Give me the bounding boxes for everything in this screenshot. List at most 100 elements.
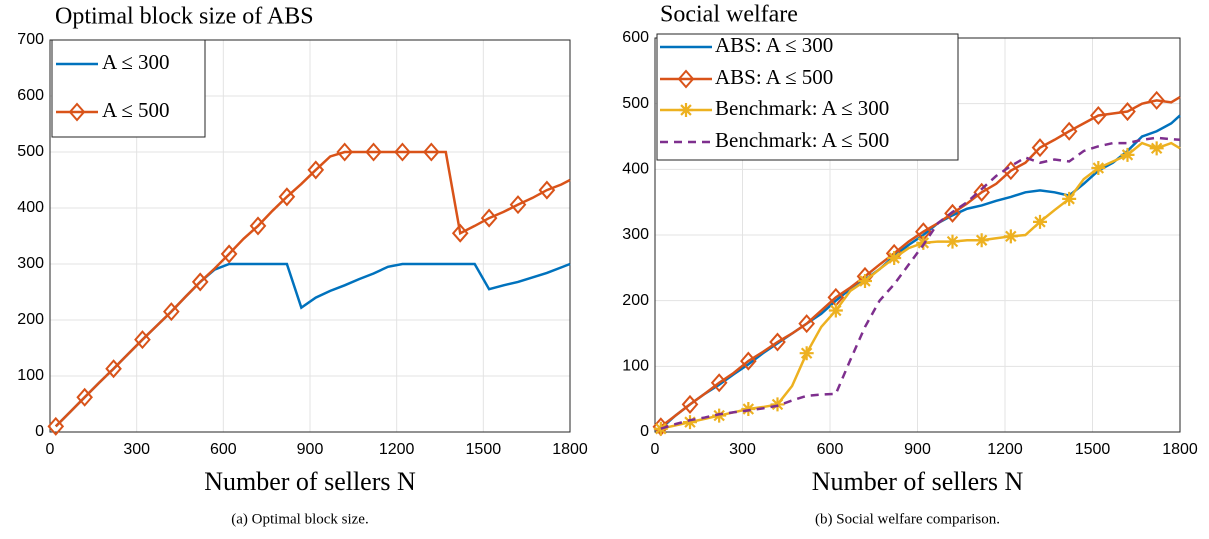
legend-label: ABS: A ≤ 300: [715, 33, 833, 57]
marker: [945, 234, 960, 249]
marker: [740, 351, 757, 371]
marker: [480, 208, 498, 228]
marker: [163, 302, 180, 322]
marker: [1090, 105, 1107, 126]
marker: [538, 180, 556, 200]
x-tick-label: 0: [46, 441, 55, 458]
marker: [710, 373, 728, 393]
marker: [365, 142, 382, 162]
y-tick-label: 500: [622, 95, 649, 112]
x-tick-label: 1200: [379, 441, 415, 458]
y-tick-label: 400: [622, 161, 649, 178]
legend-label: Benchmark: A ≤ 500: [715, 128, 889, 152]
marker: [1033, 214, 1047, 229]
marker: [307, 160, 325, 180]
x-tick-label: 1500: [1075, 441, 1111, 458]
legend-label: ABS: A ≤ 500: [715, 65, 833, 89]
y-tick-label: 600: [622, 29, 649, 46]
marker: [887, 250, 902, 265]
y-tick-label: 300: [622, 226, 649, 243]
marker: [944, 203, 961, 223]
series-line: [660, 96, 1181, 428]
series-line: [54, 262, 571, 428]
marker: [974, 233, 989, 248]
marker: [451, 223, 469, 243]
x-axis-label: Number of sellers N: [204, 467, 416, 496]
legend-label: Benchmark: A ≤ 300: [715, 96, 889, 120]
y-tick-label: 700: [17, 31, 44, 48]
marker: [973, 182, 990, 202]
plot-frame: [49, 39, 571, 433]
marker: [76, 387, 93, 407]
marker: [681, 394, 699, 414]
y-tick-label: 300: [17, 255, 44, 272]
marker: [741, 402, 756, 417]
marker: [336, 142, 353, 162]
x-tick-label: 900: [297, 441, 324, 458]
series-line: [660, 136, 1181, 430]
marker: [394, 142, 411, 162]
legend-label: A ≤ 300: [102, 50, 170, 74]
marker: [134, 330, 151, 350]
marker: [47, 416, 65, 436]
marker: [1120, 147, 1135, 162]
series-line: [659, 114, 1181, 430]
y-tick-label: 100: [622, 358, 649, 375]
marker: [858, 273, 872, 288]
x-tick-label: 900: [904, 441, 931, 458]
y-tick-label: 500: [17, 143, 44, 160]
chart: Social welfare 0 100 200 300 400 500 600 0 300 600…: [622, 2, 1198, 528]
x-axis-label: Number of sellers N: [812, 467, 1024, 496]
y-tick-label: 0: [640, 423, 649, 440]
caption: (b) Social welfare comparison.: [815, 511, 1000, 527]
caption: (a) Optimal block size.: [231, 511, 368, 527]
marker: [220, 244, 238, 264]
marker: [828, 303, 843, 318]
chart-title: Social welfare: [660, 2, 798, 28]
marker: [278, 187, 296, 207]
x-tick-label: 1800: [552, 441, 588, 458]
marker: [1060, 121, 1078, 141]
marker: [653, 421, 668, 436]
chart-title: Optimal block size of ABS: [55, 4, 314, 30]
marker: [798, 314, 815, 334]
series-line: [54, 150, 571, 428]
marker: [191, 272, 209, 292]
marker: [1031, 138, 1049, 158]
marker: [1003, 229, 1018, 244]
marker: [1091, 161, 1106, 176]
y-tick-label: 400: [17, 199, 44, 216]
marker: [1149, 141, 1164, 156]
x-tick-label: 1800: [1162, 441, 1198, 458]
marker: [679, 103, 693, 117]
marker: [712, 408, 727, 423]
marker: [769, 332, 786, 352]
legend-label: A ≤ 500: [102, 98, 170, 122]
series-line: [660, 141, 1181, 430]
y-tick-label: 100: [17, 367, 44, 384]
marker: [509, 195, 527, 215]
marker: [1062, 191, 1077, 206]
x-tick-label: 300: [123, 441, 150, 458]
marker: [1119, 102, 1136, 122]
x-tick-label: 600: [817, 441, 844, 458]
marker: [423, 142, 440, 162]
marker: [68, 102, 86, 122]
legend-box: [656, 33, 959, 161]
y-tick-label: 0: [35, 423, 44, 440]
marker: [677, 69, 695, 89]
marker: [683, 415, 697, 430]
x-tick-label: 300: [729, 441, 756, 458]
x-tick-label: 600: [210, 441, 237, 458]
y-tick-label: 200: [622, 292, 649, 309]
y-tick-label: 600: [17, 87, 44, 104]
x-tick-label: 0: [651, 441, 660, 458]
x-tick-label: 1500: [466, 441, 502, 458]
marker: [105, 359, 122, 379]
chart: Optimal block size of ABS 0 100 200 300 400 50…: [17, 4, 588, 528]
x-tick-label: 1200: [987, 441, 1023, 458]
marker: [249, 216, 267, 236]
y-tick-label: 200: [17, 311, 44, 328]
marker: [1148, 90, 1165, 110]
